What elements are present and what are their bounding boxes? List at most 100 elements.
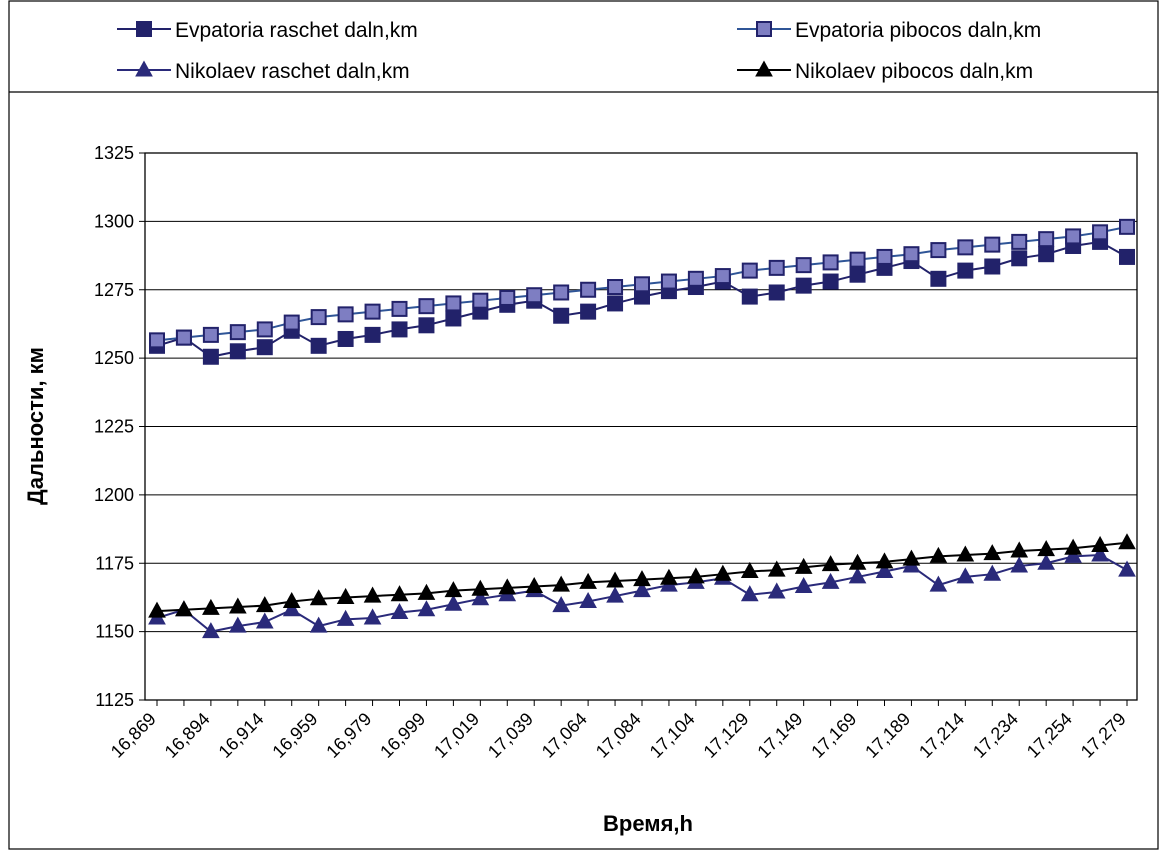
data-point (417, 600, 436, 617)
legend-swatch-marker (755, 60, 773, 77)
data-point (580, 303, 597, 320)
data-point (687, 270, 704, 287)
data-point (849, 266, 866, 283)
data-point (606, 586, 624, 603)
data-point (876, 248, 893, 265)
data-point (795, 277, 812, 294)
data-point (336, 587, 355, 604)
data-point (822, 273, 839, 290)
data-point (445, 295, 462, 312)
data-point (471, 589, 490, 606)
y-tick-label: 1325 (94, 143, 134, 163)
data-point (740, 585, 759, 602)
data-point (444, 581, 463, 598)
y-axis-title: Дальности, км (23, 347, 48, 505)
data-point (1118, 533, 1136, 550)
data-point (984, 236, 1001, 253)
data-point (390, 602, 409, 619)
legend-swatch-marker (756, 21, 772, 37)
data-point (202, 326, 219, 343)
outer-frame (8, 0, 1159, 850)
data-point (580, 281, 597, 298)
series-3 (148, 545, 1136, 639)
data-point (1119, 218, 1135, 235)
data-point (1118, 560, 1136, 577)
data-point (957, 239, 974, 256)
data-point (445, 310, 462, 327)
y-tick-label: 1300 (94, 211, 134, 231)
data-point (391, 300, 408, 317)
data-point (148, 601, 166, 618)
series-2 (149, 218, 1135, 349)
data-point (687, 567, 705, 584)
data-point (202, 598, 220, 615)
data-point (336, 609, 355, 626)
data-point (1011, 250, 1028, 267)
data-point (1011, 233, 1028, 250)
data-point (553, 307, 570, 324)
data-point (255, 596, 274, 613)
data-point (848, 567, 867, 584)
y-tick-label: 1125 (95, 690, 134, 710)
legend-item: Nikolaev raschet daln,km (117, 60, 410, 83)
legend-item: Nikolaev pibocos daln,km (737, 60, 1033, 83)
data-point (149, 332, 165, 349)
data-point (255, 612, 274, 629)
data-point (607, 295, 624, 312)
legend-item: Evpatoria pibocos daln,km (737, 19, 1041, 42)
data-point (1010, 541, 1029, 558)
data-point (903, 246, 920, 263)
data-point (552, 596, 571, 613)
data-point (930, 242, 947, 259)
data-point (767, 560, 786, 577)
legend-swatch-marker (136, 21, 152, 37)
y-tick-label: 1175 (95, 553, 134, 573)
data-point (1092, 224, 1109, 241)
data-point (553, 284, 570, 301)
data-point (713, 564, 732, 581)
data-point (983, 544, 1002, 561)
data-point (309, 616, 328, 633)
data-point (498, 578, 517, 595)
data-point (633, 570, 651, 587)
data-point (282, 600, 301, 617)
data-point (929, 575, 948, 592)
data-point (175, 329, 192, 346)
series-4 (148, 533, 1136, 618)
data-point (660, 273, 677, 290)
data-point (794, 557, 813, 574)
data-point (875, 561, 894, 578)
y-tick-label: 1250 (94, 348, 134, 368)
data-point (956, 545, 975, 562)
data-point (1091, 535, 1109, 552)
data-point (552, 575, 571, 592)
y-tick-label: 1275 (94, 280, 134, 300)
data-point (983, 564, 1002, 581)
data-point (337, 330, 354, 347)
data-point (363, 586, 382, 603)
data-point (418, 298, 435, 315)
data-point (229, 343, 246, 360)
data-point (525, 576, 544, 593)
legend-swatch-marker (135, 60, 153, 77)
legend-label: Evpatoria raschet daln,km (175, 19, 418, 42)
data-point (391, 321, 408, 338)
data-point (930, 270, 947, 287)
data-point (1064, 538, 1082, 555)
data-point (471, 579, 490, 596)
data-point (202, 348, 219, 365)
data-point (875, 552, 894, 569)
series-group (148, 218, 1136, 639)
data-point (821, 555, 840, 572)
data-point (390, 585, 409, 602)
data-point (607, 279, 624, 296)
data-point (202, 622, 220, 639)
data-point (283, 314, 300, 331)
data-point (310, 309, 327, 326)
legend: Evpatoria raschet daln,km Evpatoria piboc… (117, 19, 1041, 83)
data-point (1038, 246, 1055, 263)
gridlines (145, 220, 1137, 633)
series-1 (149, 233, 1135, 365)
data-point (418, 317, 435, 334)
data-point (794, 576, 813, 593)
